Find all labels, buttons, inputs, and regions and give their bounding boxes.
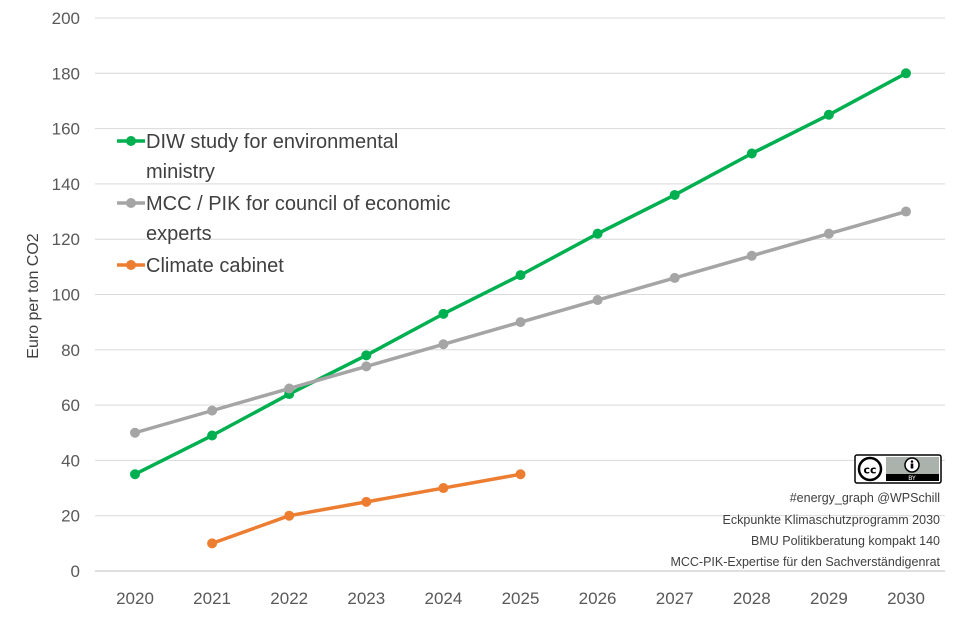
series-layer (130, 68, 911, 549)
data-point (669, 272, 680, 283)
y-tick-label: 80 (61, 341, 80, 360)
y-axis-label: Euro per ton CO2 (25, 233, 42, 359)
y-tick-label: 20 (61, 507, 80, 526)
data-point (438, 483, 449, 494)
y-tick-label: 160 (52, 120, 80, 139)
x-tick-label: 2021 (193, 589, 231, 608)
x-tick-label: 2023 (347, 589, 385, 608)
y-tick-label: 180 (52, 64, 80, 83)
legend: DIW study for environmental ministry MCC /… (117, 131, 451, 277)
cc-by-icon: cc BY (854, 454, 942, 484)
credit-line: #energy_graph @WPSchill (790, 491, 940, 505)
data-point (592, 228, 603, 239)
x-tick-label: 2028 (733, 589, 771, 608)
x-tick-label: 2020 (116, 589, 154, 608)
data-point (284, 383, 295, 394)
data-point (592, 295, 603, 306)
credit-line: Eckpunkte Klimaschutzprogramm 2030 (723, 513, 941, 527)
data-point (746, 250, 757, 261)
series-line (211, 472, 521, 545)
x-tick-label: 2025 (502, 589, 540, 608)
data-point (207, 538, 218, 549)
svg-text:cc: cc (863, 464, 876, 477)
credit-line: BMU Politikberatung kompakt 140 (751, 534, 940, 548)
y-tick-label: 200 (52, 9, 80, 28)
y-tick-label: 40 (61, 451, 80, 470)
data-point (515, 317, 526, 328)
x-tick-label: 2022 (270, 589, 308, 608)
x-axis-ticks: 2020 2021 2022 2023 2024 2025 2026 2027 2028 2029… (116, 589, 925, 608)
legend-label: Climate cabinet (146, 255, 284, 277)
legend-label: MCC / PIK for council of economic (146, 193, 451, 215)
data-point (361, 361, 372, 372)
credit-line: MCC-PIK-Expertise für den Sachverständig… (670, 555, 940, 569)
data-point (438, 339, 449, 350)
data-point (901, 68, 911, 79)
data-point (207, 405, 218, 416)
data-point (746, 148, 757, 159)
data-point (207, 430, 218, 441)
license-by-text: BY (908, 475, 916, 482)
source-credits: #energy_graph @WPSchill Eckpunkte Klimas… (670, 491, 940, 569)
data-point (438, 308, 449, 319)
legend-marker (126, 198, 136, 208)
y-tick-label: 100 (52, 286, 80, 305)
data-point (130, 427, 140, 438)
legend-label: DIW study for environmental (146, 131, 398, 153)
x-tick-label: 2024 (424, 589, 462, 608)
y-tick-label: 120 (52, 230, 80, 249)
y-tick-label: 140 (52, 175, 80, 194)
data-point (130, 469, 140, 480)
y-axis-ticks: 0 20 40 60 80 100 120 140 160 180 200 (52, 9, 80, 581)
data-point (823, 109, 834, 120)
data-point (361, 496, 372, 507)
x-tick-label: 2030 (887, 589, 925, 608)
legend-label: experts (146, 223, 212, 245)
x-tick-label: 2027 (656, 589, 694, 608)
data-point (669, 189, 680, 200)
data-point (284, 510, 295, 521)
gridlines (95, 17, 945, 572)
y-tick-label: 0 (71, 562, 80, 581)
legend-marker (126, 136, 136, 146)
x-tick-label: 2026 (579, 589, 617, 608)
data-point (823, 228, 834, 239)
data-point (515, 469, 526, 480)
data-point (901, 206, 911, 217)
y-tick-label: 60 (61, 396, 80, 415)
legend-label: ministry (146, 161, 215, 183)
data-point (515, 270, 526, 281)
x-tick-label: 2029 (810, 589, 848, 608)
legend-marker (126, 260, 136, 270)
data-point (361, 350, 372, 361)
